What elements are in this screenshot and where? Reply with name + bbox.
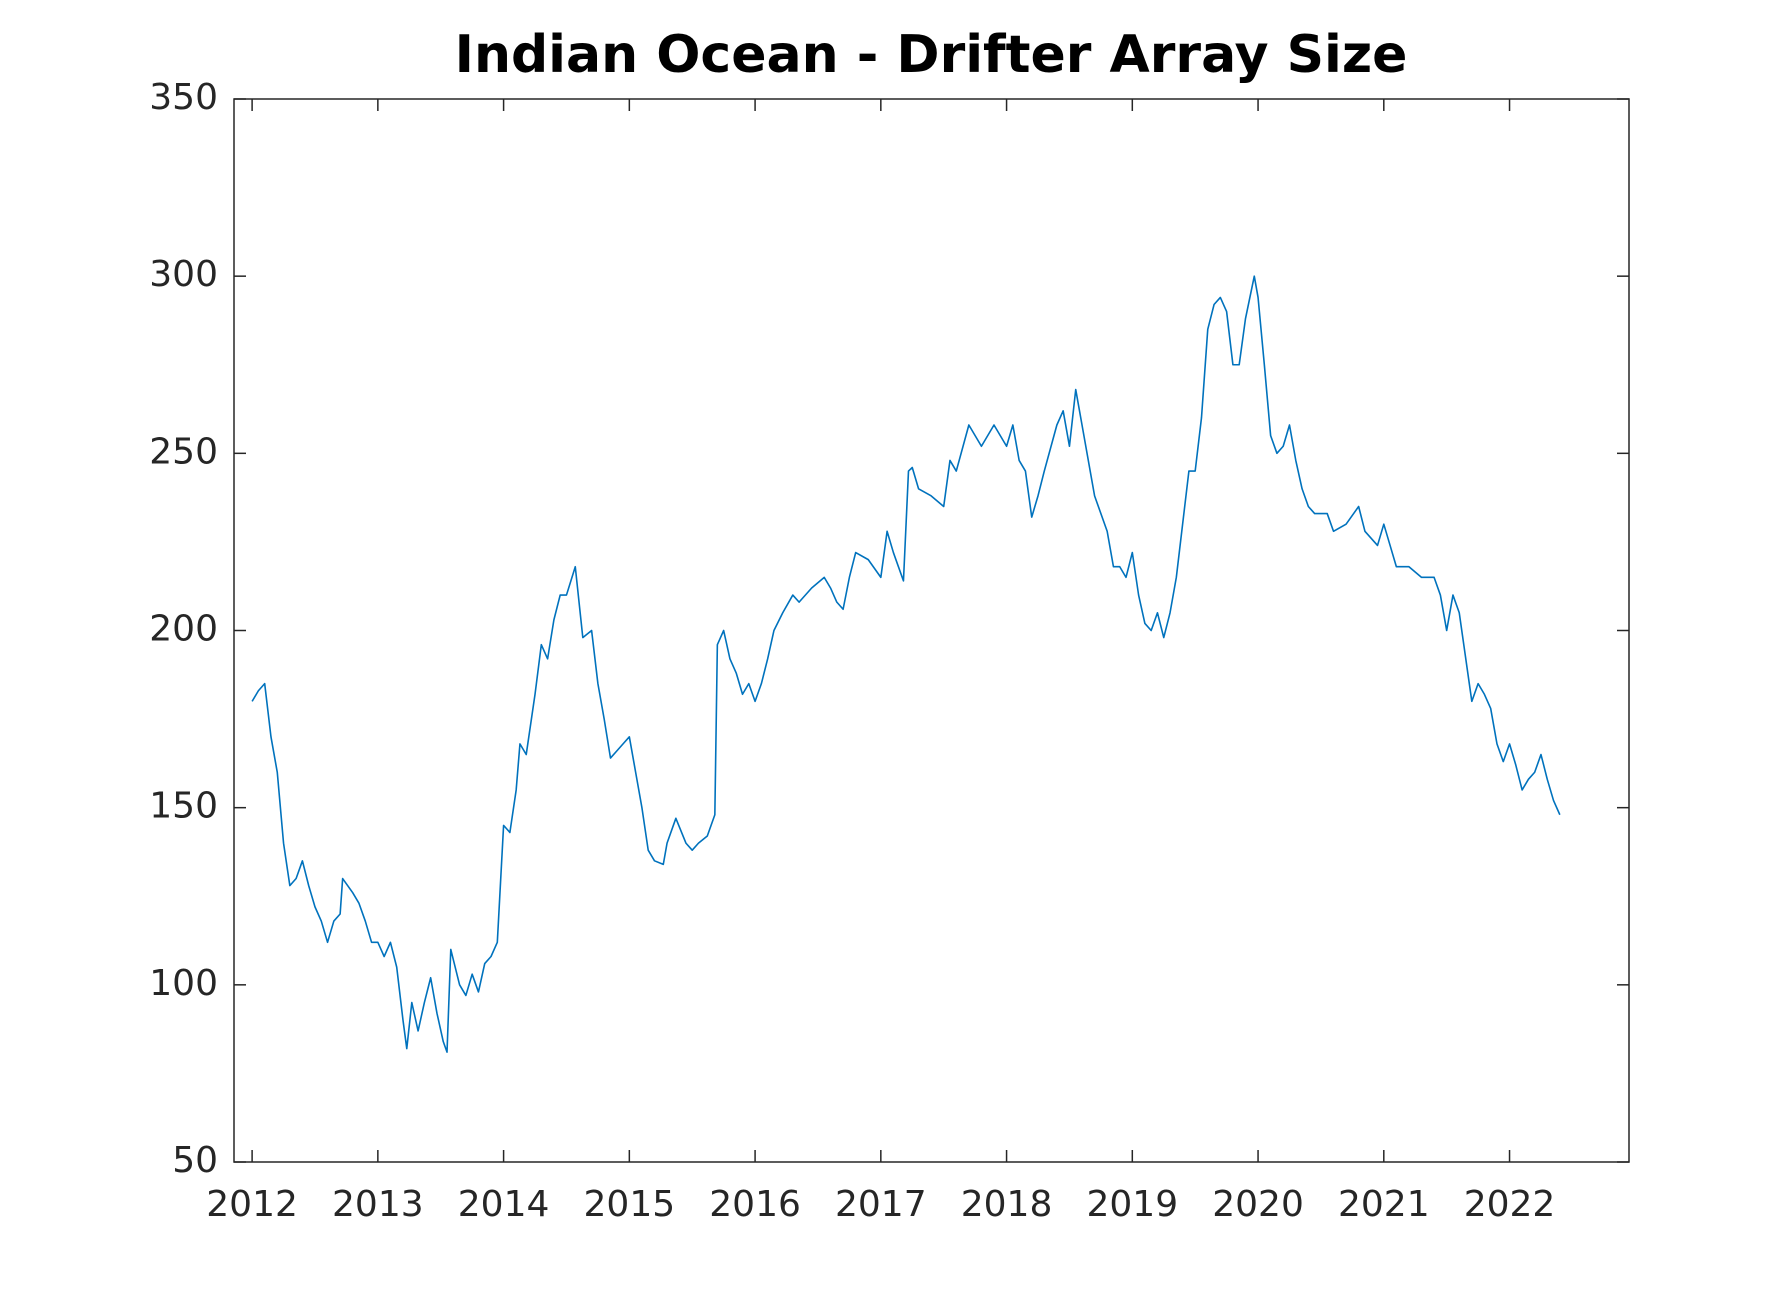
chart-title: Indian Ocean - Drifter Array Size	[455, 25, 1408, 85]
x-tick-label: 2013	[332, 1184, 424, 1225]
x-tick-label: 2022	[1464, 1184, 1556, 1225]
x-tick-label: 2014	[458, 1184, 550, 1225]
y-tick-label: 50	[172, 1140, 218, 1181]
x-tick-label: 2018	[961, 1184, 1053, 1225]
x-tick-label: 2016	[709, 1184, 801, 1225]
x-tick-label: 2012	[206, 1184, 298, 1225]
y-tick-label: 250	[149, 431, 218, 472]
x-tick-label: 2019	[1087, 1184, 1179, 1225]
x-tick-label: 2021	[1338, 1184, 1430, 1225]
y-tick-label: 150	[149, 786, 218, 827]
y-tick-label: 300	[149, 254, 218, 295]
x-tick-label: 2017	[835, 1184, 927, 1225]
data-line	[251, 275, 1561, 1053]
y-tick-label: 350	[149, 77, 218, 118]
y-tick-label: 100	[149, 963, 218, 1004]
x-tick-label: 2020	[1212, 1184, 1304, 1225]
y-tick-label: 200	[149, 609, 218, 650]
plot-frame	[233, 98, 1630, 1163]
x-tick-label: 2015	[584, 1184, 676, 1225]
